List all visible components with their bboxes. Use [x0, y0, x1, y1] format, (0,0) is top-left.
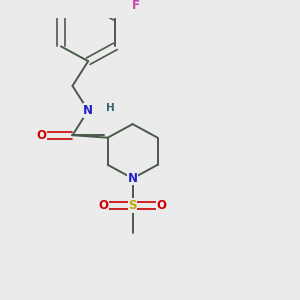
Text: H: H: [106, 103, 115, 113]
Text: S: S: [128, 199, 137, 212]
Text: O: O: [156, 199, 167, 212]
Text: O: O: [36, 129, 46, 142]
Text: N: N: [128, 172, 138, 185]
Text: F: F: [132, 0, 140, 12]
Text: O: O: [99, 199, 109, 212]
Text: N: N: [83, 104, 93, 117]
